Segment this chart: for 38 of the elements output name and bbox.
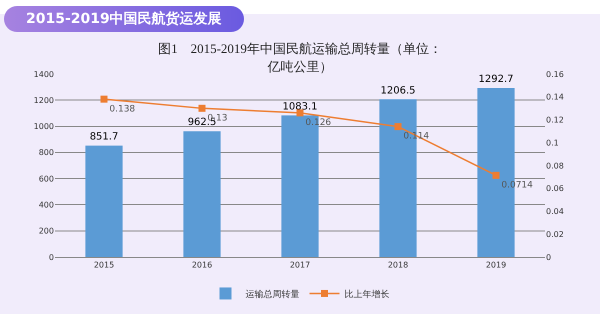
data-label: 851.7 [90, 132, 118, 143]
y-tick-label: 1400 [34, 70, 54, 79]
bar [183, 131, 221, 257]
chart-subtitle: 图1 2015-2019年中国民航运输总周转量（单位：亿吨公里） [157, 40, 443, 76]
legend-label: 运输总周转量 [246, 288, 300, 300]
y-tick-label: 1000 [34, 122, 54, 132]
y2-tick-label: 0.02 [546, 230, 564, 239]
y-tick-label: 400 [38, 200, 54, 210]
y-tick-label: 600 [38, 174, 54, 184]
x-tick-label: 2017 [290, 260, 310, 270]
y-tick-label: 1200 [34, 96, 54, 105]
point [100, 96, 108, 103]
x-tick-label: 2019 [486, 260, 506, 270]
chart-title: 2015-2019中国民航货运发展 [4, 6, 244, 32]
point [492, 172, 500, 179]
y2-tick-label: 0 [546, 252, 552, 262]
y2-tick-label: 0.1 [546, 138, 559, 148]
x-tick-label: 2018 [388, 260, 408, 270]
y2-tick-label: 0.04 [546, 207, 564, 216]
legend-label: 比上年增长 [344, 288, 390, 300]
y2-tick-label: 0.08 [546, 161, 564, 170]
x-tick-label: 2015 [94, 260, 114, 270]
data-label: 1206.5 [380, 85, 416, 96]
data-label: 1083.1 [282, 101, 318, 112]
y-tick-label: 0 [48, 252, 54, 262]
y2-tick-label: 0.16 [546, 70, 564, 79]
data-label: 0.114 [403, 132, 430, 142]
data-label: 1292.7 [478, 74, 514, 86]
y2-tick-label: 0.06 [546, 184, 564, 194]
data-label: 0.138 [109, 104, 136, 114]
y-tick-label: 800 [38, 148, 54, 158]
y2-tick-label: 0.12 [546, 116, 564, 125]
point [394, 123, 402, 130]
bar [85, 146, 123, 257]
y-tick-label: 200 [38, 226, 54, 236]
y2-tick-label: 0.14 [546, 92, 564, 102]
point [198, 104, 206, 112]
x-tick-label: 2016 [192, 260, 212, 270]
